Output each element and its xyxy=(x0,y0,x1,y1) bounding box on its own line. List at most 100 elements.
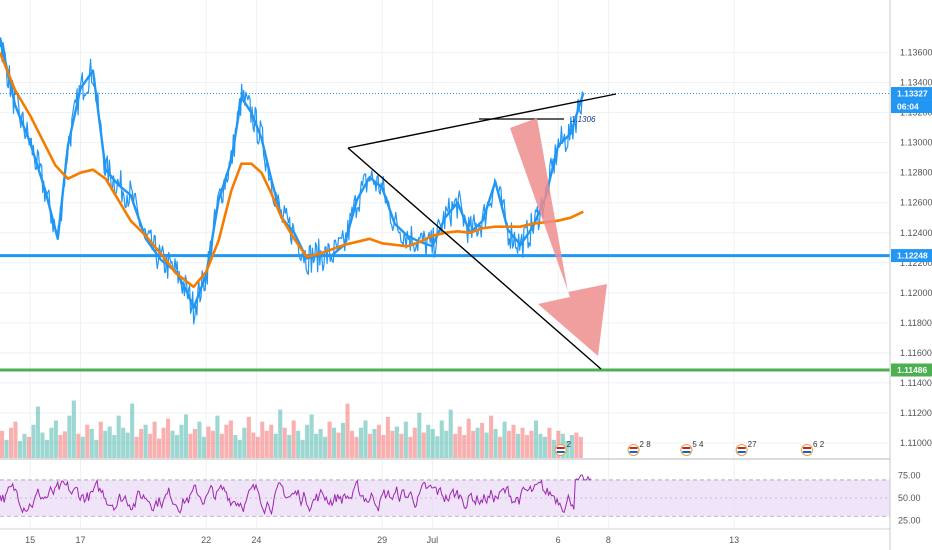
volume-bar xyxy=(264,430,269,458)
volume-bar xyxy=(574,432,579,458)
volume-bar xyxy=(26,436,32,458)
volume-bar xyxy=(287,435,292,458)
economic-event-flag[interactable]: 27 xyxy=(735,440,757,456)
volume-bar xyxy=(336,432,341,458)
price-badge-label: 06:04 xyxy=(897,102,919,112)
wedge-upper-trendline[interactable] xyxy=(347,93,617,149)
volume-bar xyxy=(174,435,180,458)
volume-bar xyxy=(394,426,399,458)
volume-bar xyxy=(161,427,166,458)
volume-bar xyxy=(448,409,453,458)
price-pane: 1.1306 2 2 8 5 4 27 6 2 xyxy=(0,37,890,458)
volume-bar xyxy=(578,436,583,458)
economic-event-flag[interactable]: 2 8 xyxy=(627,440,651,456)
event-flag-icon xyxy=(680,444,693,456)
event-flag-stripe xyxy=(629,447,638,449)
event-flag-stripe xyxy=(682,447,691,449)
rsi-axis-tick: 25.00 xyxy=(898,516,921,526)
price-axis-tick: 1.11600 xyxy=(900,348,932,358)
price-axis-tick: 1.11400 xyxy=(900,378,932,388)
price-axis-tick: 1.12400 xyxy=(900,228,932,238)
price-axis-tick: 1.11800 xyxy=(900,318,932,328)
time-axis-tick: 15 xyxy=(25,535,35,545)
volume-bar xyxy=(143,424,148,458)
volume-bar xyxy=(53,420,58,458)
volume-bar xyxy=(547,427,552,458)
volume-bar xyxy=(71,400,76,458)
volume-bar xyxy=(228,420,233,458)
volume-bar xyxy=(62,431,67,458)
event-flag-icon xyxy=(801,444,814,456)
time-axis-tick: Jul xyxy=(427,535,439,545)
volume-bar xyxy=(0,430,5,458)
volume-bar xyxy=(305,424,310,458)
bearish-projection-arrow[interactable] xyxy=(510,118,607,356)
volume-bar xyxy=(345,403,350,458)
volume-bar xyxy=(278,409,283,458)
volume-bar xyxy=(246,416,251,458)
volume-bar xyxy=(484,432,489,458)
economic-event-flag[interactable]: 2 xyxy=(554,440,572,456)
event-flag-stripe xyxy=(556,451,565,453)
economic-events: 2 2 8 5 4 27 6 2 xyxy=(554,440,825,456)
volume-bar xyxy=(134,436,139,458)
volume-bar xyxy=(533,420,539,458)
time-axis-tick: 13 xyxy=(729,535,739,545)
volume-bar xyxy=(332,427,337,458)
volume-bar xyxy=(403,421,408,458)
volume-bar xyxy=(430,428,435,458)
price-axis-badges: 1.13327 06:04 1.12248 1.11486 xyxy=(891,87,932,377)
volume-bar xyxy=(556,430,561,458)
volume-bar xyxy=(139,428,144,458)
volume-bar xyxy=(166,418,171,458)
price-axis-tick: 1.11200 xyxy=(900,408,932,418)
price-series xyxy=(0,37,585,325)
volume-bar xyxy=(192,428,198,458)
volume-bar xyxy=(502,421,507,458)
horizontal-levels[interactable] xyxy=(0,93,890,372)
volume-bar xyxy=(498,436,503,458)
volume-bar xyxy=(8,427,14,458)
event-flag-stripe xyxy=(629,451,638,453)
event-flag-stripe xyxy=(803,451,812,453)
volume-bar xyxy=(112,435,117,458)
price-badge-label: 1.11486 xyxy=(897,365,928,375)
volume-bar xyxy=(354,436,359,458)
volume-bar xyxy=(358,427,364,458)
volume-bar xyxy=(300,439,305,458)
volume-bar xyxy=(390,430,395,458)
volume-bar xyxy=(515,433,521,458)
price-axis-tick: 1.12200 xyxy=(900,258,932,268)
price-axis-tick: 1.12600 xyxy=(900,198,932,208)
volume-bar xyxy=(98,421,103,458)
volume-bar xyxy=(269,424,274,458)
volume-bar xyxy=(421,432,426,458)
volume-bar xyxy=(309,414,314,458)
volume-bar xyxy=(435,436,440,458)
volume-bar xyxy=(157,438,162,458)
economic-event-flag[interactable]: 5 4 xyxy=(680,440,704,456)
volume-bar xyxy=(44,439,49,458)
price-axis-tick: 1.13000 xyxy=(900,138,932,148)
volume-bar xyxy=(121,427,126,458)
event-flag-stripe xyxy=(803,447,812,449)
price-badge-last-price xyxy=(891,87,932,101)
time-axis-tick: 22 xyxy=(201,535,211,545)
volume-bar xyxy=(188,433,193,458)
volume-bar xyxy=(542,436,547,458)
volume-bar xyxy=(148,433,153,458)
volume-bar xyxy=(296,430,301,458)
wedge-lower-trendline[interactable] xyxy=(347,147,602,370)
volume-bar xyxy=(493,428,498,458)
volume-bar xyxy=(210,430,215,458)
volume-bar xyxy=(107,426,112,458)
rsi-line xyxy=(0,474,592,516)
time-axis-tick: 29 xyxy=(377,535,387,545)
price-badge-label: 1.13327 xyxy=(897,89,928,99)
event-flag-stripe xyxy=(737,451,746,453)
volume-bar xyxy=(381,435,386,458)
economic-event-flag[interactable]: 6 2 xyxy=(801,440,825,456)
event-flag-stripe xyxy=(556,447,565,449)
